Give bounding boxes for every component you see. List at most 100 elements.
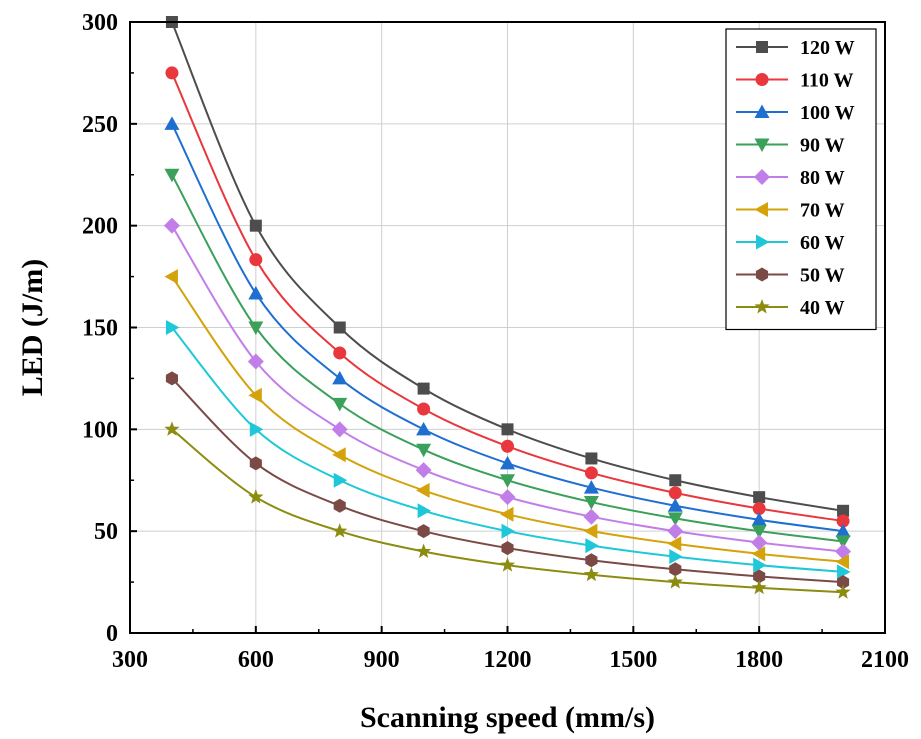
x-tick-label: 600	[238, 647, 274, 673]
legend-label: 120 W	[800, 37, 855, 59]
data-point	[667, 498, 683, 512]
legend-label: 110 W	[800, 70, 854, 92]
data-point	[165, 66, 179, 80]
data-point	[416, 421, 432, 436]
data-point	[500, 455, 515, 470]
data-point	[837, 564, 851, 580]
legend-label: 80 W	[800, 167, 845, 189]
data-point	[248, 489, 264, 504]
legend-label: 40 W	[800, 297, 845, 319]
y-tick-label: 0	[106, 621, 118, 647]
data-point	[417, 524, 430, 539]
data-point	[501, 439, 514, 453]
legend-label: 60 W	[800, 232, 845, 254]
x-tick-label: 1200	[484, 647, 532, 673]
data-point	[752, 502, 766, 516]
x-tick-label: 900	[364, 647, 400, 673]
data-point	[667, 536, 682, 552]
data-point	[249, 456, 262, 471]
data-point	[248, 321, 264, 335]
data-point	[164, 269, 178, 285]
data-point	[331, 421, 348, 438]
data-point	[417, 382, 430, 395]
y-axis-title: LED (J/m)	[16, 259, 49, 397]
legend-marker	[756, 234, 770, 250]
x-tick-label: 300	[112, 647, 148, 673]
legend-label: 90 W	[800, 135, 845, 157]
data-point	[837, 504, 850, 517]
data-point	[333, 346, 347, 360]
data-point	[499, 557, 516, 572]
legend-marker	[754, 202, 768, 217]
data-point	[332, 523, 348, 538]
data-point	[667, 512, 683, 526]
legend-marker	[755, 73, 769, 86]
data-point	[417, 402, 431, 416]
data-point	[751, 546, 766, 562]
data-point	[416, 443, 432, 458]
data-point	[248, 285, 264, 300]
data-point	[416, 482, 430, 498]
data-point	[751, 579, 767, 595]
data-point	[669, 549, 683, 565]
x-tick-label: 1800	[735, 647, 783, 673]
data-point	[333, 472, 348, 488]
data-point	[667, 574, 683, 589]
data-point	[583, 480, 599, 494]
data-point	[165, 320, 180, 335]
x-axis-title: Scanning speed (mm/s)	[360, 701, 655, 734]
axis-ticks: 300 600 900 1200 1500 1800 2100 0 50 100 150 200 250…	[82, 10, 909, 673]
data-point	[164, 168, 180, 183]
data-point	[164, 421, 180, 436]
data-point	[500, 474, 515, 488]
data-point	[416, 543, 432, 559]
data-point	[417, 503, 432, 519]
data-point	[835, 535, 851, 549]
data-point	[249, 421, 264, 437]
data-point	[333, 498, 346, 513]
data-point	[751, 525, 767, 539]
data-point	[753, 557, 767, 573]
data-point	[583, 566, 599, 582]
data-point	[333, 321, 346, 334]
data-point	[836, 575, 850, 590]
data-point	[585, 538, 599, 554]
data-point	[753, 491, 766, 504]
legend: 120 W 110 W 100 W 90 W 80 W 70 W 60 W 50 W 40 W	[725, 28, 877, 331]
y-tick-label: 200	[82, 214, 118, 240]
x-tick-label: 1500	[609, 647, 657, 673]
data-point	[499, 489, 516, 506]
data-point	[249, 219, 262, 232]
data-point	[835, 523, 851, 538]
legend-marker	[754, 104, 770, 118]
y-tick-label: 50	[94, 519, 118, 545]
legend-marker	[756, 41, 768, 53]
legend-label: 100 W	[800, 102, 855, 124]
data-point	[836, 514, 850, 528]
data-point	[249, 253, 263, 267]
data-point	[584, 466, 598, 480]
data-point	[583, 508, 600, 525]
data-point	[583, 523, 598, 539]
data-point	[332, 370, 348, 385]
y-tick-label: 300	[82, 10, 118, 36]
legend-marker	[755, 267, 769, 282]
data-point	[247, 353, 264, 370]
data-point	[415, 462, 432, 479]
data-point	[751, 512, 767, 526]
data-point	[669, 562, 682, 577]
data-point	[501, 523, 515, 539]
data-point	[669, 474, 682, 487]
data-point	[332, 447, 346, 463]
data-point	[163, 217, 180, 234]
data-point	[501, 423, 514, 436]
legend-marker	[754, 169, 770, 185]
data-point	[668, 486, 682, 500]
legend-label: 70 W	[800, 200, 845, 222]
y-tick-label: 150	[82, 316, 118, 342]
legend-label: 50 W	[800, 265, 845, 287]
data-point	[583, 496, 599, 510]
y-tick-label: 100	[82, 417, 118, 443]
x-tick-label: 2100	[861, 647, 909, 673]
data-point	[835, 584, 851, 599]
